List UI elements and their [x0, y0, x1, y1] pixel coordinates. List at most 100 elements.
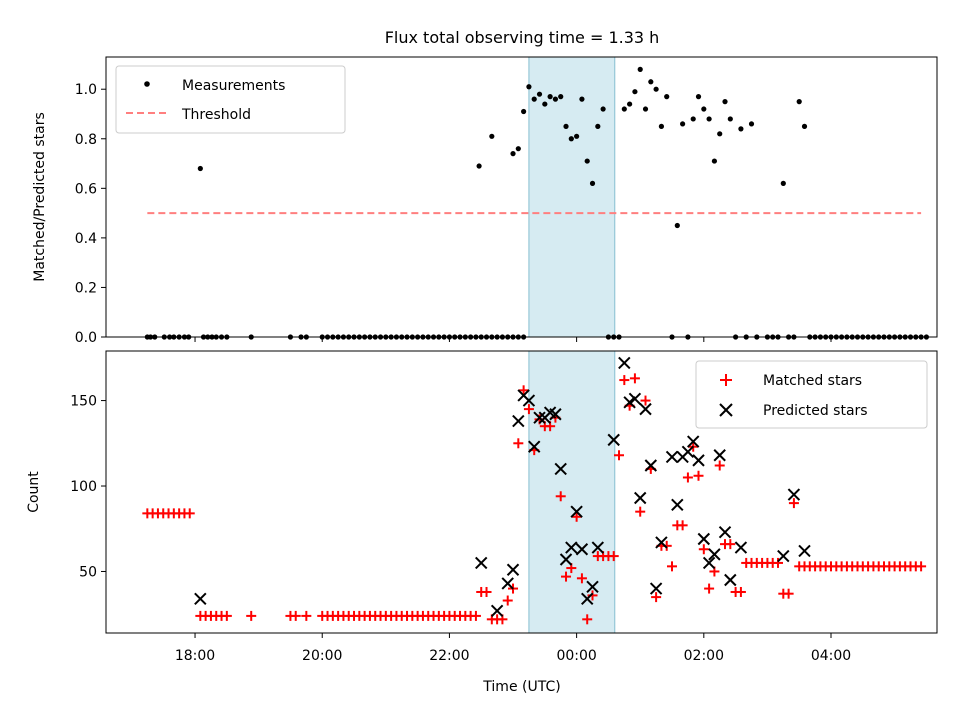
matched-star-point: [651, 592, 662, 603]
measurement-point: [801, 123, 808, 129]
predicted-star-point: [628, 392, 642, 406]
measurement-point: [621, 106, 627, 112]
matched-star-point: [582, 614, 593, 625]
bottom-y-axis-label: Count: [26, 471, 42, 513]
matched-star-point: [773, 557, 784, 568]
legend-marker-measurements: [144, 81, 150, 87]
matched-star-point: [783, 588, 794, 599]
measurement-point: [648, 79, 654, 85]
measurement-point: [738, 126, 744, 132]
top-y-tick-label: 0.4: [75, 231, 97, 247]
measurement-point: [664, 94, 670, 100]
bottom-y-tick-label: 50: [79, 564, 97, 580]
predicted-star-point: [607, 433, 620, 447]
predicted-star-point: [522, 394, 536, 407]
measurement-point: [542, 101, 548, 107]
predicted-star-point: [512, 414, 525, 428]
predicted-star-point: [708, 548, 721, 561]
top-y-axis-ticks: 0.0 0.2 0.4 0.6 0.8 1.0: [75, 82, 106, 346]
top-y-tick-label: 1.0: [75, 82, 97, 98]
bottom-y-tick-label: 100: [70, 479, 97, 495]
measurement-point: [796, 99, 802, 105]
matched-star-point: [677, 520, 688, 531]
measurement-point: [717, 131, 723, 137]
predicted-star-point: [490, 604, 504, 617]
matched-star-point: [629, 373, 640, 384]
bottom-y-axis-ticks: 50 100 150: [70, 394, 106, 580]
matched-star-point: [518, 385, 529, 396]
measurement-point: [515, 146, 521, 152]
predicted-star-point: [501, 577, 514, 590]
predicted-star-point: [533, 411, 546, 424]
predicted-star-point: [702, 556, 716, 570]
predicted-star-point: [475, 556, 488, 570]
measurement-point: [531, 96, 537, 102]
predicted-star-point: [506, 563, 520, 576]
legend-label-matched: Matched stars: [763, 373, 862, 389]
predicted-star-point: [681, 445, 695, 459]
matched-star-point: [608, 551, 619, 562]
matched-star-point: [735, 586, 746, 597]
measurement-point: [642, 106, 649, 112]
legend-marker-predicted: [719, 403, 733, 417]
measurement-point: [574, 133, 580, 139]
predicted-star-point: [697, 532, 711, 546]
measurement-point: [589, 180, 596, 186]
matched-star-point: [481, 586, 492, 597]
bottom-legend: Matched stars Predicted stars: [695, 360, 928, 429]
top-legend: Measurements Threshold: [115, 65, 346, 134]
predicted-star-point: [713, 449, 726, 462]
measurement-point: [489, 133, 495, 139]
measurement-point: [722, 99, 728, 105]
predicted-star-point: [565, 541, 578, 554]
matched-star-point: [635, 506, 646, 517]
measurement-point: [653, 86, 659, 92]
matched-star-point: [221, 610, 232, 621]
measurement-point: [595, 123, 601, 129]
bottom-y-tick-label: 150: [70, 394, 97, 410]
matched-star-point: [661, 540, 672, 551]
measurement-point: [711, 158, 718, 164]
measurement-point: [727, 116, 733, 122]
predicted-star-point: [687, 435, 700, 448]
x-tick-label: 00:00: [556, 648, 596, 664]
measurement-point: [600, 106, 606, 112]
top-y-tick-label: 0.0: [75, 330, 97, 346]
predicted-star-point: [649, 582, 663, 595]
matched-star-point: [619, 375, 630, 386]
matched-star-point: [184, 508, 195, 519]
predicted-star-point: [777, 549, 790, 563]
measurement-point: [536, 91, 543, 97]
predicted-star-point: [787, 488, 801, 501]
matched-star-point: [698, 544, 709, 555]
matched-star-point: [290, 610, 301, 621]
measurements-series: [144, 66, 930, 340]
predicted-star-point: [194, 592, 207, 606]
predicted-star-point: [655, 536, 668, 549]
x-tick-label: 18:00: [175, 648, 215, 664]
predicted-star-point: [575, 543, 589, 556]
predicted-stars-series: [194, 356, 811, 617]
predicted-star-point: [586, 580, 599, 594]
predicted-star-point: [591, 541, 605, 554]
matched-star-point: [693, 470, 704, 481]
matched-star-point: [725, 539, 736, 550]
matched-star-point: [587, 590, 598, 601]
measurement-point: [632, 89, 638, 95]
matched-star-point: [576, 573, 587, 584]
measurement-point: [674, 222, 680, 229]
matched-star-point: [470, 610, 481, 621]
bottom-legend-box: [695, 360, 928, 429]
measurement-point: [706, 116, 712, 122]
matched-star-point: [640, 395, 651, 406]
top-panel: Flux total observing time = 1.33 h 0.00.…: [32, 28, 938, 346]
x-tick-label: 04:00: [811, 648, 851, 664]
matched-star-point: [704, 583, 715, 594]
measurement-point: [780, 180, 786, 186]
predicted-star-point: [724, 573, 737, 587]
measurement-point: [568, 136, 574, 142]
measurement-point: [637, 66, 643, 72]
measurement-point: [197, 165, 203, 172]
measurement-point: [563, 123, 569, 129]
